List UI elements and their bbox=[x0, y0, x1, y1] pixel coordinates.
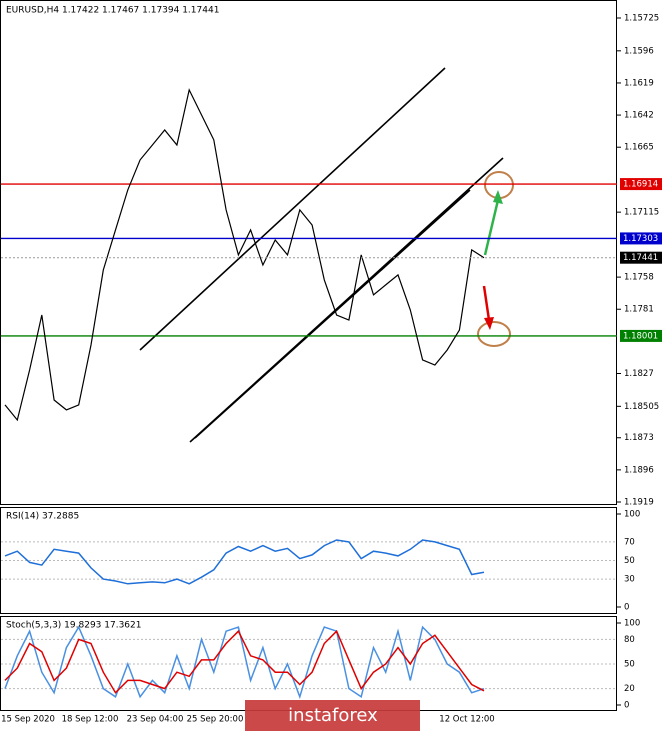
y-tick-label: 0 bbox=[624, 603, 629, 613]
y-tick-label: 70 bbox=[624, 537, 635, 547]
y-tick-label: 1.1758 bbox=[624, 273, 654, 283]
target-circle bbox=[477, 321, 511, 347]
y-tick-label: 1.1642 bbox=[624, 111, 654, 121]
last-price-label: 1.17441 bbox=[623, 253, 658, 263]
rsi-panel bbox=[0, 507, 617, 614]
watermark-box bbox=[245, 700, 420, 731]
watermark: instaforex bbox=[288, 705, 378, 726]
y-tick-label: 100 bbox=[624, 619, 640, 629]
last-price-bg bbox=[620, 251, 662, 264]
y-tick-label: 50 bbox=[624, 660, 635, 670]
y-tick-label: 1.1896 bbox=[624, 465, 654, 475]
y-tick-label: 1.1619 bbox=[624, 78, 654, 88]
level-label: 1.18001 bbox=[623, 331, 658, 341]
level-label: 1.16914 bbox=[623, 180, 658, 190]
channel-line bbox=[194, 189, 471, 439]
y-tick-label: 20 bbox=[624, 684, 635, 694]
y-tick-label: 1.1596 bbox=[624, 46, 654, 56]
x-tick-label: 15 Sep 2020 bbox=[1, 715, 55, 725]
y-tick-label: 0 bbox=[624, 701, 629, 711]
main-panel bbox=[0, 0, 617, 505]
down-arrow bbox=[482, 285, 491, 321]
level-label: 1.17303 bbox=[623, 234, 658, 244]
y-tick-label: 100 bbox=[624, 510, 640, 520]
series-line bbox=[4, 629, 485, 694]
rsi-header: RSI(14) 37.2885 bbox=[6, 512, 79, 522]
y-tick-label: 1.1665 bbox=[624, 143, 654, 153]
y-tick-label: 1.1827 bbox=[624, 369, 654, 379]
stoch-panel bbox=[0, 616, 617, 711]
y-tick-label: 1.1919 bbox=[624, 498, 654, 508]
x-tick-label: 25 Sep 20:00 bbox=[187, 715, 244, 725]
y-tick-label: 1.15725 bbox=[624, 14, 659, 24]
y-tick-label: 1.1781 bbox=[624, 305, 654, 315]
down-arrow-head bbox=[484, 317, 494, 330]
y-tick-label: 80 bbox=[624, 635, 635, 645]
level-label-bg bbox=[620, 178, 662, 191]
x-tick-label: 12 Oct 12:00 bbox=[439, 715, 494, 725]
level-label-bg bbox=[620, 232, 662, 245]
channel-line bbox=[139, 67, 446, 351]
chart-header: EURUSD,H4 1.17422 1.17467 1.17394 1.1744… bbox=[6, 6, 219, 16]
stoch-header: Stoch(5,3,3) 19.8293 17.3621 bbox=[6, 621, 141, 631]
level-label-bg bbox=[620, 329, 662, 342]
up-arrow-head bbox=[493, 190, 503, 204]
y-tick-label: 30 bbox=[624, 575, 635, 585]
series-line bbox=[4, 539, 485, 585]
x-tick-label: 23 Sep 04:00 bbox=[127, 715, 184, 725]
y-tick-label: 1.1873 bbox=[624, 433, 654, 443]
y-tick-label: 50 bbox=[624, 556, 635, 566]
x-tick-label: 18 Sep 12:00 bbox=[62, 715, 119, 725]
up-arrow bbox=[483, 199, 500, 256]
y-tick-label: 1.17115 bbox=[624, 208, 659, 218]
y-tick-label: 1.18505 bbox=[624, 402, 659, 412]
series-line bbox=[4, 88, 485, 422]
